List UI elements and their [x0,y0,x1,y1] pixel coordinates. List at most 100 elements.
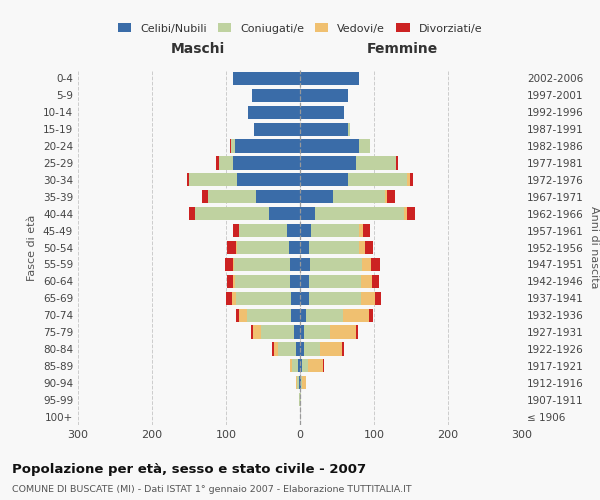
Bar [300,106,344,119]
Bar [291,292,300,305]
Bar [253,326,261,338]
Bar [329,326,355,338]
Bar [289,241,300,254]
Bar [311,224,359,237]
Bar [217,156,218,170]
Bar [230,140,231,152]
Bar [261,326,294,338]
Bar [355,156,396,170]
Bar [225,258,233,271]
Bar [334,190,385,203]
Bar [300,190,334,203]
Text: Maschi: Maschi [171,42,225,56]
Bar [361,292,376,305]
Bar [300,308,306,322]
Bar [309,274,361,288]
Bar [233,156,300,170]
Bar [290,359,292,372]
Bar [292,359,298,372]
Bar [342,342,344,355]
Text: Femmine: Femmine [367,42,438,56]
Bar [310,258,362,271]
Bar [363,224,370,237]
Bar [231,140,235,152]
Bar [290,258,300,271]
Bar [372,274,379,288]
Bar [309,241,359,254]
Bar [300,89,348,102]
Bar [232,292,236,305]
Bar [300,326,304,338]
Bar [239,224,287,237]
Bar [290,274,300,288]
Bar [227,241,236,254]
Bar [410,174,413,186]
Bar [233,224,239,237]
Bar [227,274,233,288]
Bar [187,174,189,186]
Bar [256,190,300,203]
Bar [300,207,315,220]
Bar [297,376,299,390]
Bar [278,342,296,355]
Bar [236,241,237,254]
Bar [301,376,302,390]
Bar [251,326,253,338]
Bar [300,376,301,390]
Bar [407,174,410,186]
Bar [296,376,297,390]
Legend: Celibi/Nubili, Coniugati/e, Vedovi/e, Divorziati/e: Celibi/Nubili, Coniugati/e, Vedovi/e, Di… [113,19,487,38]
Bar [371,258,380,271]
Bar [302,376,306,390]
Bar [361,274,372,288]
Bar [396,156,398,170]
Bar [320,342,342,355]
Bar [248,106,300,119]
Bar [315,207,404,220]
Bar [302,359,308,372]
Bar [233,72,300,85]
Bar [233,258,234,271]
Bar [300,140,359,152]
Bar [274,342,278,355]
Bar [287,224,300,237]
Bar [272,342,274,355]
Bar [291,308,300,322]
Bar [189,207,195,220]
Bar [189,174,237,186]
Bar [359,224,363,237]
Bar [300,393,301,406]
Bar [300,274,309,288]
Bar [388,190,395,203]
Bar [236,308,239,322]
Bar [195,207,269,220]
Bar [236,292,291,305]
Bar [306,308,343,322]
Bar [359,241,365,254]
Bar [233,274,235,288]
Bar [300,224,311,237]
Bar [237,174,300,186]
Bar [234,258,290,271]
Bar [385,190,388,203]
Bar [294,326,300,338]
Y-axis label: Fasce di età: Fasce di età [28,214,37,280]
Bar [237,241,289,254]
Bar [226,292,232,305]
Bar [404,207,407,220]
Bar [299,393,300,406]
Y-axis label: Anni di nascita: Anni di nascita [589,206,599,289]
Bar [300,122,348,136]
Bar [208,190,256,203]
Bar [369,308,373,322]
Bar [202,190,208,203]
Bar [348,174,407,186]
Bar [355,326,358,338]
Bar [299,376,300,390]
Bar [323,359,325,372]
Bar [300,258,310,271]
Bar [376,292,382,305]
Bar [365,241,373,254]
Bar [298,359,300,372]
Bar [296,342,300,355]
